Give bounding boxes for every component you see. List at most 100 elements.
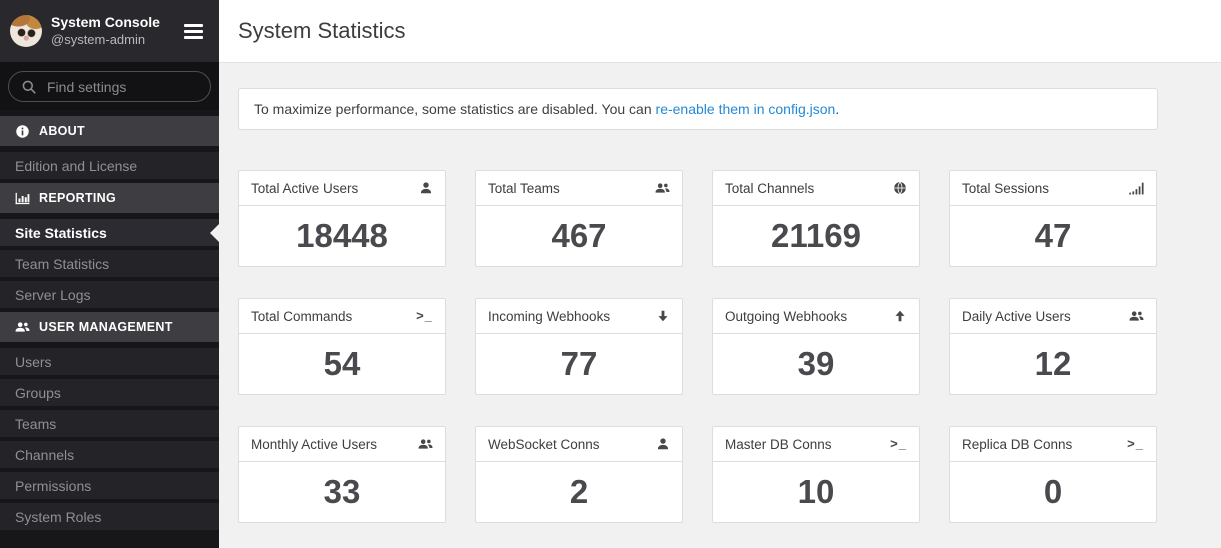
sidebar-item-groups[interactable]: Groups (0, 379, 219, 406)
user-group-icon (655, 181, 670, 195)
main-panel: System Statistics To maximize performanc… (219, 0, 1221, 548)
console-titles: System Console @system-admin (51, 13, 173, 48)
stat-card-value: 467 (551, 217, 606, 255)
section-header-user-management: USER MANAGEMENT (0, 312, 219, 342)
sidebar-item-users[interactable]: Users (0, 348, 219, 375)
stat-card-title: Daily Active Users (962, 309, 1071, 324)
stat-card-body: 18448 (239, 206, 445, 266)
section-header-reporting: REPORTING (0, 183, 219, 213)
banner-link[interactable]: re-enable them in config.json (656, 101, 836, 117)
sidebar-item-label: Channels (15, 447, 74, 463)
hamburger-menu-icon[interactable] (182, 22, 205, 41)
stat-card-master-db-conns: Master DB Conns>_10 (712, 426, 920, 523)
stat-card-header: Total Teams (476, 171, 682, 206)
stat-card-total-active-users: Total Active Users 18448 (238, 170, 446, 267)
user-group-icon (15, 320, 30, 334)
sidebar-item-permissions[interactable]: Permissions (0, 472, 219, 499)
sidebar-item-label: Edition and License (15, 158, 137, 174)
terminal-icon: >_ (416, 310, 433, 323)
stat-card-title: Monthly Active Users (251, 437, 377, 452)
page-header: System Statistics (219, 0, 1221, 63)
info-icon (15, 124, 30, 139)
stat-card-body: 47 (950, 206, 1156, 266)
sidebar-item-channels[interactable]: Channels (0, 441, 219, 468)
sidebar-item-label: System Roles (15, 509, 101, 525)
console-header[interactable]: System Console @system-admin (0, 0, 219, 62)
stat-card-value: 0 (1044, 473, 1062, 511)
stat-card-body: 33 (239, 462, 445, 522)
stat-card-body: 12 (950, 334, 1156, 394)
stat-card-total-sessions: Total Sessions 47 (949, 170, 1157, 267)
stat-card-title: WebSocket Conns (488, 437, 600, 452)
arrow-up-icon (893, 309, 907, 323)
stat-card-header: Outgoing Webhooks (713, 299, 919, 334)
bar-chart-icon (15, 191, 30, 206)
console-title: System Console (51, 13, 173, 32)
sidebar-item-team-statistics[interactable]: Team Statistics (0, 250, 219, 277)
stat-card-value: 33 (324, 473, 361, 511)
stat-card-header: WebSocket Conns (476, 427, 682, 462)
terminal-icon: >_ (1127, 438, 1144, 451)
stat-card-title: Total Teams (488, 181, 560, 196)
stat-card-title: Incoming Webhooks (488, 309, 610, 324)
stat-card-value: 39 (798, 345, 835, 383)
sidebar-item-label: Users (15, 354, 52, 370)
stat-card-header: Daily Active Users (950, 299, 1156, 334)
sidebar-item-system-roles[interactable]: System Roles (0, 503, 219, 530)
stat-card-body: 77 (476, 334, 682, 394)
search-bar (0, 62, 219, 110)
stat-card-value: 2 (570, 473, 588, 511)
user-icon (419, 181, 433, 195)
banner-text-suffix: . (835, 101, 839, 117)
stats-grid: Total Active Users18448Total Teams467Tot… (238, 170, 1221, 523)
stat-card-value: 12 (1035, 345, 1072, 383)
stat-card-total-channels: Total Channels 21169 (712, 170, 920, 267)
stat-card-title: Master DB Conns (725, 437, 832, 452)
stat-card-body: 2 (476, 462, 682, 522)
arrow-down-icon (656, 309, 670, 323)
app-root: System Console @system-admin ABOUT Editio… (0, 0, 1221, 548)
stat-card-total-commands: Total Commands >_ 54 (238, 298, 446, 395)
stat-card-value: 54 (324, 345, 361, 383)
stat-card-monthly-active-users: Monthly Active Users 33 (238, 426, 446, 523)
stat-card-value: 47 (1035, 217, 1072, 255)
console-subtitle: @system-admin (51, 32, 173, 48)
stat-card-value: 21169 (771, 217, 861, 255)
stat-card-header: Total Active Users (239, 171, 445, 206)
stat-card-header: Replica DB Conns>_ (950, 427, 1156, 462)
stat-card-total-teams: Total Teams 467 (475, 170, 683, 267)
stat-card-header: Total Commands >_ (239, 299, 445, 334)
sidebar-item-edition-and-license[interactable]: Edition and License (0, 152, 219, 179)
performance-banner: To maximize performance, some statistics… (238, 88, 1158, 130)
stat-card-body: 467 (476, 206, 682, 266)
stat-card-value: 10 (798, 473, 835, 511)
sidebar-item-teams[interactable]: Teams (0, 410, 219, 437)
globe-icon (893, 181, 907, 195)
sidebar-item-label: Team Statistics (15, 256, 109, 272)
stat-card-outgoing-webhooks: Outgoing Webhooks 39 (712, 298, 920, 395)
search-input[interactable] (45, 78, 200, 96)
stat-card-replica-db-conns: Replica DB Conns>_ 0 (949, 426, 1157, 523)
section-label: USER MANAGEMENT (39, 320, 173, 334)
active-item-arrow (210, 224, 219, 242)
search-box[interactable] (8, 71, 211, 102)
section-label: ABOUT (39, 124, 85, 138)
section-header-about: ABOUT (0, 116, 219, 146)
stat-card-title: Total Commands (251, 309, 352, 324)
stat-card-title: Total Sessions (962, 181, 1049, 196)
stat-card-websocket-conns: WebSocket Conns 2 (475, 426, 683, 523)
stat-card-value: 18448 (296, 217, 388, 255)
stat-card-body: 54 (239, 334, 445, 394)
stat-card-header: Monthly Active Users (239, 427, 445, 462)
sidebar-item-site-statistics[interactable]: Site Statistics (0, 219, 219, 246)
stat-card-title: Total Channels (725, 181, 814, 196)
sidebar-item-label: Permissions (15, 478, 91, 494)
admin-sidebar: System Console @system-admin ABOUT Editio… (0, 0, 219, 548)
signal-icon (1129, 182, 1144, 195)
stat-card-header: Incoming Webhooks (476, 299, 682, 334)
sidebar-item-server-logs[interactable]: Server Logs (0, 281, 219, 308)
sidebar-item-label: Site Statistics (15, 225, 107, 241)
stat-card-header: Total Sessions (950, 171, 1156, 206)
page-title: System Statistics (238, 18, 405, 44)
stat-card-body: 39 (713, 334, 919, 394)
